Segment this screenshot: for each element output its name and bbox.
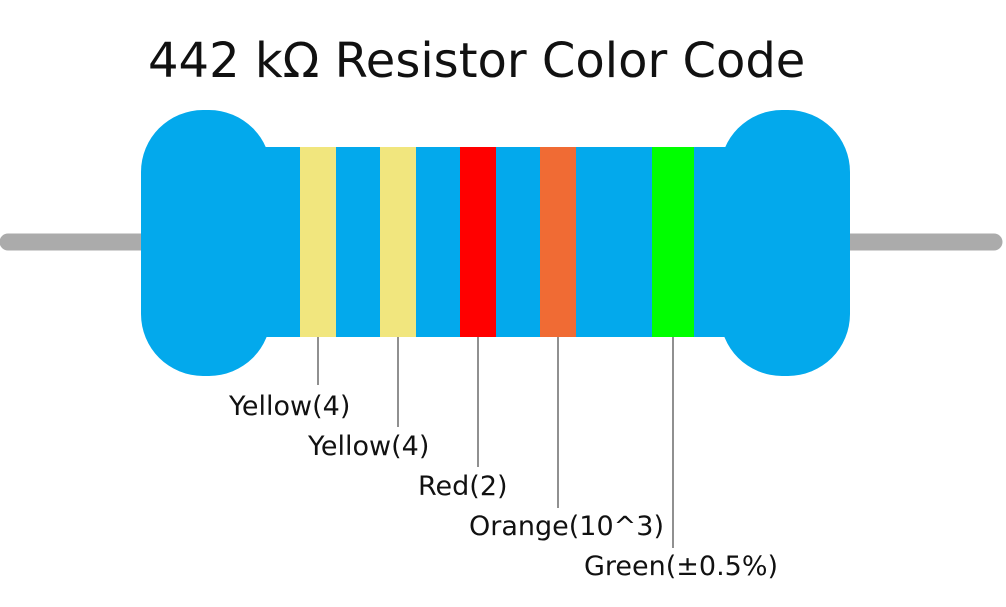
band-3-label: Red(2) xyxy=(418,471,508,502)
band-2-label: Yellow(4) xyxy=(307,431,429,462)
band-labels: Yellow(4) Yellow(4) Red(2) Orange(10^3) Gree… xyxy=(228,391,778,582)
band-3 xyxy=(460,147,496,337)
page-title: 442 kΩ Resistor Color Code xyxy=(148,33,806,89)
tolerance-band-label: Green(±0.5%) xyxy=(584,551,778,582)
multiplier-band xyxy=(540,147,576,337)
band-1-label: Yellow(4) xyxy=(228,391,350,422)
band-2 xyxy=(380,147,416,337)
tolerance-band xyxy=(652,147,694,337)
right-end-cap xyxy=(720,110,850,376)
multiplier-band-label: Orange(10^3) xyxy=(469,511,664,542)
band-1 xyxy=(300,147,336,337)
band-leader-lines xyxy=(317,337,674,548)
left-end-cap xyxy=(141,110,271,376)
color-bands xyxy=(300,147,694,337)
